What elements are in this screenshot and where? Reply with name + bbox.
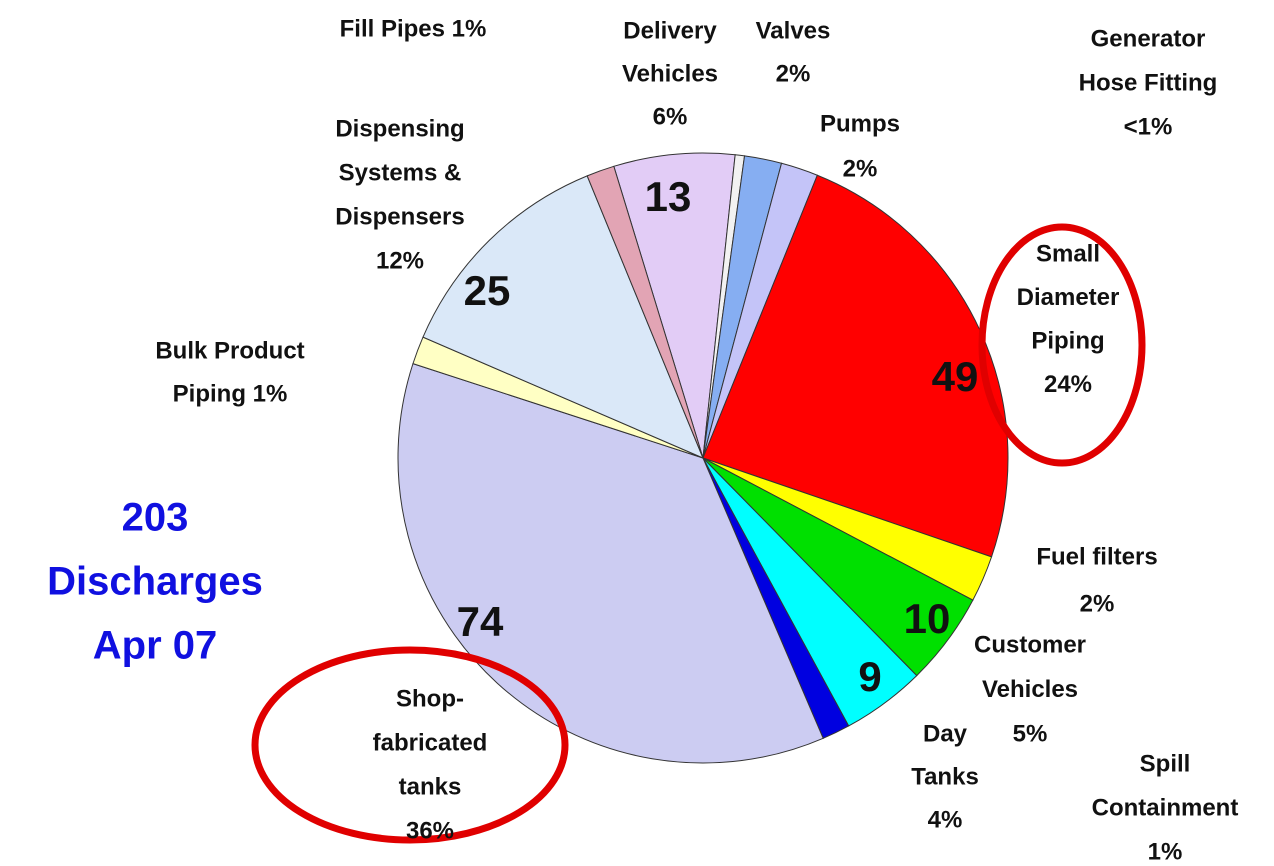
slice-label: 2% (1080, 590, 1115, 617)
slice-label: Vehicles (622, 60, 718, 87)
slice-label: Dispensers (335, 203, 464, 230)
slice-label: Piping 1% (173, 380, 288, 407)
slice-label: 12% (376, 247, 424, 274)
slice-label: Bulk Product (155, 337, 304, 364)
value-label: 49 (932, 353, 979, 400)
slice-label: Pumps (820, 110, 900, 137)
slice-label: Diameter (1017, 284, 1120, 311)
slice-label: Delivery (623, 17, 717, 44)
value-label: 25 (464, 267, 511, 314)
value-label: 74 (457, 598, 504, 645)
slice-label: Fill Pipes 1% (340, 15, 487, 42)
slice-label: 1% (1148, 838, 1183, 865)
pie (397, 152, 1009, 764)
annotation: Discharges (47, 560, 263, 604)
slice-label: 2% (776, 60, 811, 87)
slice-label: Spill (1140, 750, 1191, 777)
pie-slice (586, 165, 704, 459)
slice-label: Piping (1031, 327, 1104, 354)
slice-label: Fuel filters (1036, 543, 1157, 570)
slice-label: Shop- (396, 685, 464, 712)
slice-label: Tanks (911, 763, 979, 790)
pie-slice (613, 152, 736, 459)
slice-label: 4% (928, 806, 963, 833)
slice-label: Valves (756, 17, 831, 44)
slice-label: Systems & (339, 159, 462, 186)
slice-label: Containment (1092, 794, 1239, 821)
slice-label: 2% (843, 155, 878, 182)
slice-label: 36% (406, 817, 454, 844)
value-label: 9 (858, 653, 881, 700)
slice-label: <1% (1124, 113, 1173, 140)
value-label: 10 (904, 595, 951, 642)
slice-label: 24% (1044, 371, 1092, 398)
slice-label: Customer (974, 631, 1086, 658)
highlight-ellipse (978, 223, 1146, 467)
slice-label: 5% (1013, 720, 1048, 747)
slice-label: Dispensing (335, 115, 464, 142)
annotation: Apr 07 (93, 624, 218, 668)
pie-slice (422, 175, 704, 459)
value-label: 13 (645, 173, 692, 220)
pie-slice (397, 362, 824, 764)
annotation: 203 (122, 496, 189, 540)
slice-label: Generator (1091, 25, 1206, 52)
slice-label: Vehicles (982, 676, 1078, 703)
slice-label: tanks (399, 773, 462, 800)
slice-label: Day (923, 720, 968, 747)
slice-label: Hose Fitting (1079, 69, 1218, 96)
slice-label: fabricated (373, 729, 488, 756)
highlight-ellipse (251, 646, 569, 844)
slice-label: 6% (653, 103, 688, 130)
slice-label: Small (1036, 240, 1100, 267)
